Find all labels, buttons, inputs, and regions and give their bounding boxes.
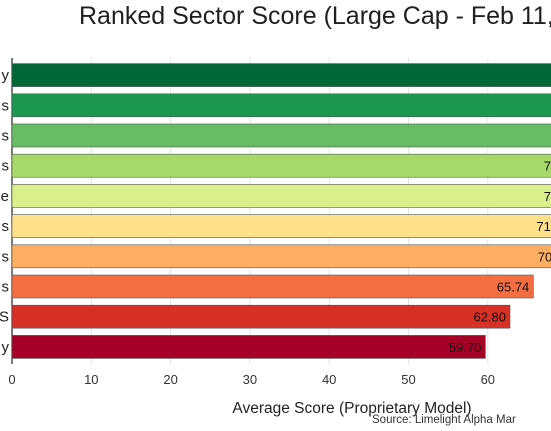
data-label: 7 — [544, 189, 551, 204]
source-note: Source: Limelight Alpha Mar — [372, 414, 516, 426]
data-label: 7 — [544, 159, 551, 174]
bar — [11, 304, 511, 329]
data-label: 62.80 — [473, 310, 506, 325]
bar — [11, 153, 551, 178]
category-label: s — [2, 248, 10, 265]
chart-title: Ranked Sector Score (Large Cap - Feb 11, — [79, 2, 551, 30]
x-tick-label: 20 — [163, 372, 177, 387]
category-label: y — [2, 339, 10, 356]
bar — [11, 93, 551, 118]
bar — [11, 184, 551, 208]
bar — [11, 123, 551, 148]
bar — [11, 335, 486, 359]
bar — [11, 214, 551, 238]
x-tick-label: 0 — [8, 372, 15, 387]
data-label: 71 — [536, 219, 550, 234]
bar — [11, 274, 534, 299]
x-tick-label: 10 — [84, 372, 98, 387]
category-label: S — [0, 309, 9, 326]
bars — [11, 63, 551, 359]
data-label: 70.0 — [538, 249, 551, 264]
data-label: 65.74 — [497, 280, 530, 295]
x-axis-label: Average Score (Proprietary Model) — [232, 400, 471, 417]
x-tick-label: 30 — [243, 372, 257, 387]
x-tick-label: 40 — [322, 372, 336, 387]
x-tick-labels: 0 10 20 30 40 50 60 — [8, 372, 495, 387]
category-label: s — [2, 128, 10, 145]
category-label: y — [2, 67, 10, 84]
category-label: s — [2, 218, 10, 235]
category-label: s — [2, 97, 10, 114]
data-labels: 7 7 71 70.0 65.74 62.80 59.70 — [449, 159, 551, 355]
category-label: e — [1, 188, 9, 205]
bar — [11, 63, 551, 87]
data-label: 59.70 — [449, 340, 482, 355]
bar — [11, 244, 551, 269]
x-tick-label: 60 — [481, 372, 495, 387]
x-tick-label: 50 — [401, 372, 415, 387]
category-label: s — [2, 158, 10, 175]
category-label: s — [2, 279, 10, 296]
